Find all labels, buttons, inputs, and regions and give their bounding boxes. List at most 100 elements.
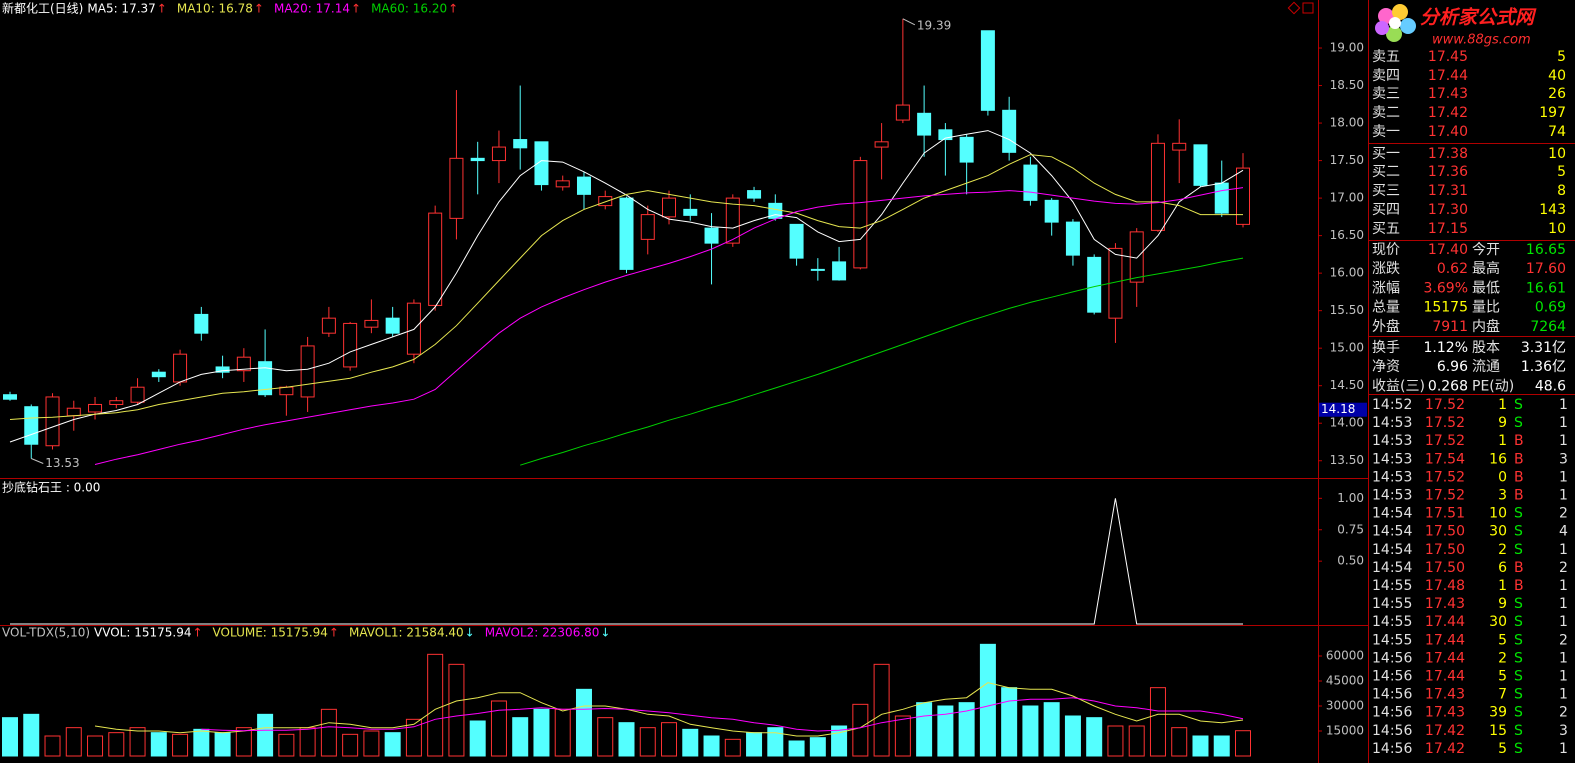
stat-value: 0.69	[1535, 300, 1566, 316]
trade-count: 1	[1559, 578, 1568, 594]
trade-count: 1	[1559, 397, 1568, 413]
book-price: 17.30	[1428, 202, 1468, 218]
stat-label: 流通	[1472, 359, 1500, 375]
trade-price: 17.54	[1425, 451, 1465, 467]
candle-body	[321, 317, 336, 334]
trade-volume: 2	[1498, 650, 1507, 666]
book-quantity: 5	[1557, 49, 1566, 65]
logo-center	[1389, 17, 1401, 29]
trade-price: 17.48	[1425, 578, 1465, 594]
logo-petal	[1400, 18, 1416, 34]
candle-body	[385, 317, 400, 334]
trade-time: 14:56	[1372, 669, 1412, 685]
trade-side: B	[1514, 469, 1524, 485]
stat-value: 7264	[1530, 319, 1566, 335]
candle-body	[491, 146, 506, 162]
volume-bar	[172, 733, 189, 757]
volume-bar	[2, 717, 18, 757]
candle-body	[980, 30, 995, 111]
volume-bar	[150, 732, 167, 757]
stat-value: 48.6	[1535, 378, 1566, 394]
marker-line	[31, 458, 44, 464]
candle-body	[1214, 182, 1229, 214]
window-icon[interactable]	[1302, 2, 1314, 14]
trade-time: 14:55	[1372, 632, 1412, 648]
candle-body	[449, 157, 464, 219]
window-icon[interactable]	[1287, 1, 1301, 15]
book-label: 卖二	[1372, 105, 1400, 121]
trade-volume: 16	[1489, 451, 1507, 467]
trade-time: 14:56	[1372, 687, 1412, 703]
volume-bar	[193, 728, 210, 757]
trade-count: 1	[1559, 433, 1568, 449]
y-tick-label: 45000	[1326, 674, 1364, 688]
trade-count: 1	[1559, 669, 1568, 685]
trade-time: 14:54	[1372, 560, 1412, 576]
legend-label: MAVOL1: 21584.40	[349, 626, 464, 640]
candle-body	[513, 139, 528, 149]
book-label: 买四	[1372, 202, 1400, 218]
trade-price: 17.50	[1425, 542, 1465, 558]
book-price: 17.31	[1428, 183, 1468, 199]
volume-bar	[894, 715, 911, 757]
volume-bar	[405, 718, 422, 757]
volume-bar	[852, 703, 869, 757]
trade-volume: 6	[1498, 560, 1507, 576]
logo-petal	[1386, 26, 1402, 42]
trade-side: B	[1514, 488, 1524, 504]
candle-body	[1044, 199, 1059, 223]
volume-bar	[724, 738, 741, 757]
candle-body	[300, 345, 315, 398]
book-price: 17.36	[1428, 164, 1468, 180]
trade-price: 17.51	[1425, 506, 1465, 522]
stat-value: 6.96	[1437, 359, 1468, 375]
trade-price: 17.52	[1425, 397, 1465, 413]
trade-volume: 39	[1489, 705, 1507, 721]
series-line	[201, 697, 1244, 732]
volume-bar	[1086, 717, 1103, 757]
candle-body	[45, 396, 60, 447]
legend-label: MA5: 17.37	[87, 2, 155, 16]
volume-bar	[512, 717, 529, 757]
y-tick-label: 17.00	[1330, 191, 1364, 205]
stat-value: 0.268	[1428, 378, 1468, 394]
volume-bar	[746, 732, 763, 757]
trade-count: 1	[1559, 687, 1568, 703]
trade-side: S	[1514, 741, 1523, 757]
trade-volume: 9	[1498, 415, 1507, 431]
trade-count: 1	[1559, 469, 1568, 485]
logo-petal	[1375, 21, 1389, 35]
legend-label: 抄底钻石王 : 0.00	[2, 480, 100, 495]
trade-volume: 0	[1498, 469, 1507, 485]
volume-bar	[618, 722, 635, 757]
trade-price: 17.43	[1425, 596, 1465, 612]
candle-body	[428, 212, 443, 306]
trade-side: S	[1514, 705, 1523, 721]
stat-value: 17.40	[1428, 242, 1468, 258]
stat-label: 收益(三)	[1372, 378, 1425, 394]
y-tick-label: 16.50	[1330, 228, 1364, 242]
volume-bar	[469, 720, 486, 757]
stat-value: 16.65	[1526, 242, 1566, 258]
volume-bar	[320, 708, 337, 757]
volume-bar	[214, 732, 231, 757]
candle-body	[598, 196, 613, 207]
stat-value: 3.69%	[1424, 280, 1468, 296]
stat-label: 最高	[1472, 260, 1500, 277]
stat-value: 1.12%	[1424, 340, 1468, 356]
y-tick-label: 18.00	[1330, 116, 1364, 130]
trade-side: S	[1514, 614, 1523, 630]
trade-volume: 10	[1489, 506, 1507, 522]
trade-volume: 2	[1498, 542, 1507, 558]
trade-count: 2	[1559, 705, 1568, 721]
stat-label: 涨跌	[1372, 261, 1400, 277]
trade-side: B	[1514, 433, 1524, 449]
candle-body	[747, 190, 762, 199]
candle-body	[470, 157, 485, 162]
book-quantity: 10	[1548, 221, 1566, 237]
trade-side: S	[1514, 632, 1523, 648]
trade-volume: 1	[1498, 433, 1507, 449]
trade-side: S	[1514, 506, 1523, 522]
volume-bar	[1235, 730, 1251, 757]
